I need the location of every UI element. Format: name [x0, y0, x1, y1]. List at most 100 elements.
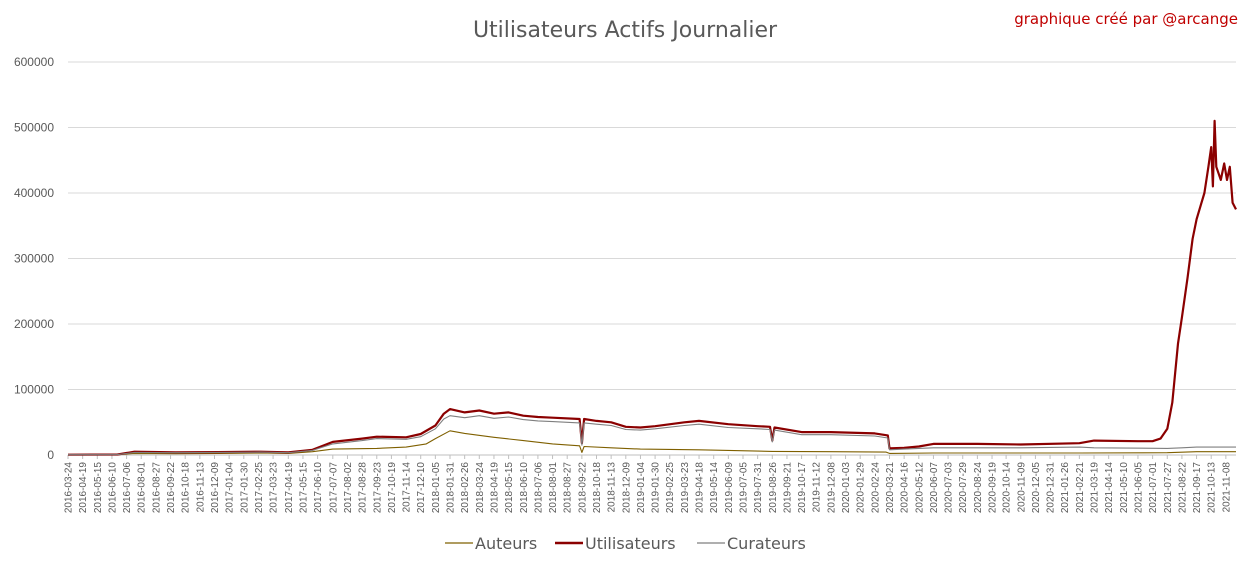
- x-tick-label: 2021-06-05: [1133, 462, 1144, 514]
- x-tick-label: 2020-07-03: [944, 462, 955, 514]
- y-axis: 0 100000 200000 300000 400000 500000 600000: [14, 55, 54, 462]
- x-tick-label: 2019-02-25: [665, 462, 676, 514]
- x-tick-label: 2021-02-21: [1075, 462, 1086, 514]
- x-tick-label: 2021-10-13: [1207, 462, 1218, 514]
- x-tick-label: 2017-04-19: [284, 462, 295, 514]
- x-tick-label: 2017-05-15: [298, 462, 309, 514]
- x-tick-label: 2016-08-01: [137, 462, 148, 514]
- x-tick-label: 2016-06-10: [107, 462, 118, 514]
- x-tick-label: 2018-06-10: [519, 462, 530, 514]
- x-tick-label: 2018-02-26: [460, 462, 471, 514]
- x-tick-label: 2021-04-14: [1104, 462, 1115, 514]
- x-tick-label: 2018-10-18: [592, 462, 603, 514]
- x-tick-label: 2016-10-18: [181, 462, 192, 514]
- legend: Auteurs Utilisateurs Curateurs: [445, 534, 806, 553]
- series-lines: [67, 119, 1237, 456]
- x-tick-label: 2021-07-01: [1148, 462, 1159, 514]
- x-tick-label: 2017-08-28: [358, 462, 369, 514]
- x-tick-label: 2018-07-06: [533, 462, 544, 514]
- legend-label: Curateurs: [727, 534, 806, 553]
- gridlines: [68, 61, 1236, 456]
- x-tick-label: 2017-09-23: [372, 462, 383, 514]
- x-tick-label: 2016-08-27: [151, 462, 162, 514]
- x-tick-label: 2020-01-29: [856, 462, 867, 514]
- x-tick-label: 2017-08-02: [343, 462, 354, 514]
- x-tick-label: 2021-08-22: [1177, 462, 1188, 514]
- x-tick-label: 2018-01-05: [431, 462, 442, 514]
- x-tick-label: 2016-11-13: [195, 462, 206, 513]
- x-tick-label: 2017-07-07: [328, 462, 339, 514]
- x-tick-label: 2020-12-05: [1031, 462, 1042, 514]
- x-tick-label: 2018-01-31: [446, 462, 457, 514]
- x-tick-label: 2017-02-25: [254, 462, 265, 514]
- x-tick-label: 2020-06-07: [929, 462, 940, 514]
- x-tick-label: 2020-11-09: [1016, 462, 1027, 513]
- x-tick-label: 2019-10-17: [797, 462, 808, 514]
- x-tick-label: 2020-05-12: [914, 462, 925, 514]
- x-tick-label: 2019-07-05: [738, 462, 749, 514]
- x-tick-label: 2021-09-17: [1192, 462, 1203, 514]
- x-tick-label: 2020-10-14: [1002, 462, 1013, 514]
- series-line-auteurs: [67, 430, 1236, 456]
- x-tick-label: 2019-05-14: [709, 462, 720, 514]
- chart-title: Utilisateurs Actifs Journalier: [473, 18, 778, 43]
- series-line-utilisateurs: [67, 119, 1237, 456]
- x-tick-label: 2019-04-18: [695, 462, 706, 514]
- x-tick-label: 2018-04-19: [489, 462, 500, 514]
- x-tick-label: 2021-01-26: [1060, 462, 1071, 514]
- x-tick-label: 2021-03-19: [1090, 462, 1101, 514]
- x-tick-label: 2020-09-19: [988, 462, 999, 514]
- x-tick-label: 2018-03-24: [475, 462, 486, 514]
- x-tick-label: 2019-11-12: [812, 462, 823, 513]
- x-tick-label: 2017-03-23: [269, 462, 280, 514]
- y-tick-label: 300000: [14, 252, 54, 266]
- y-tick-label: 400000: [14, 186, 54, 200]
- x-tick-label: 2019-09-21: [782, 462, 793, 514]
- x-tick-label: 2018-11-13: [607, 462, 618, 513]
- x-tick-label: 2021-11-08: [1221, 462, 1232, 513]
- x-axis: 2016-03-24 2016-04-19 2016-05-15 2016-06-10…: [64, 455, 1232, 514]
- x-tick-label: 2019-06-09: [724, 462, 735, 514]
- x-tick-label: 2016-04-19: [78, 462, 89, 514]
- x-tick-label: 2020-08-24: [973, 462, 984, 514]
- x-tick-label: 2018-09-22: [577, 462, 588, 514]
- legend-label: Auteurs: [475, 534, 537, 553]
- x-tick-label: 2017-01-04: [225, 462, 236, 514]
- x-tick-label: 2020-12-31: [1046, 462, 1057, 514]
- x-tick-label: 2018-08-27: [563, 462, 574, 514]
- x-tick-label: 2017-10-19: [387, 462, 398, 514]
- x-tick-label: 2020-04-16: [900, 462, 911, 514]
- x-tick-label: 2019-01-30: [651, 462, 662, 514]
- y-tick-label: 500000: [14, 121, 54, 135]
- x-tick-label: 2018-05-15: [504, 462, 515, 514]
- x-tick-label: 2018-08-01: [548, 462, 559, 514]
- x-tick-label: 2020-03-21: [885, 462, 896, 514]
- x-tick-label: 2019-07-31: [753, 462, 764, 514]
- x-tick-label: 2016-03-24: [64, 462, 75, 514]
- x-tick-label: 2021-07-27: [1163, 462, 1174, 514]
- x-tick-label: 2017-11-14: [402, 462, 413, 513]
- x-tick-label: 2020-01-03: [841, 462, 852, 514]
- x-tick-label: 2020-07-29: [958, 462, 969, 514]
- x-tick-label: 2018-12-09: [621, 462, 632, 514]
- x-tick-label: 2017-12-10: [416, 462, 427, 514]
- x-tick-label: 2019-08-26: [768, 462, 779, 514]
- x-tick-label: 2016-07-06: [122, 462, 133, 514]
- x-tick-label: 2019-03-23: [680, 462, 691, 514]
- x-tick-label: 2019-12-08: [826, 462, 837, 514]
- y-tick-label: 100000: [14, 383, 54, 397]
- x-tick-label: 2016-05-15: [93, 462, 104, 514]
- x-tick-label: 2016-12-09: [210, 462, 221, 514]
- x-tick-label: 2021-05-10: [1119, 462, 1130, 514]
- x-tick-label: 2017-06-10: [313, 462, 324, 514]
- x-tick-label: 2016-09-22: [166, 462, 177, 514]
- y-tick-label: 600000: [14, 55, 54, 69]
- series-line-curateurs: [67, 415, 1236, 456]
- y-tick-label: 0: [47, 448, 54, 462]
- legend-label: Utilisateurs: [585, 534, 676, 553]
- x-tick-label: 2017-01-30: [239, 462, 250, 514]
- chart-credit: graphique créé par @arcange: [1014, 10, 1238, 28]
- x-tick-label: 2020-02-24: [870, 462, 881, 514]
- y-tick-label: 200000: [14, 317, 54, 331]
